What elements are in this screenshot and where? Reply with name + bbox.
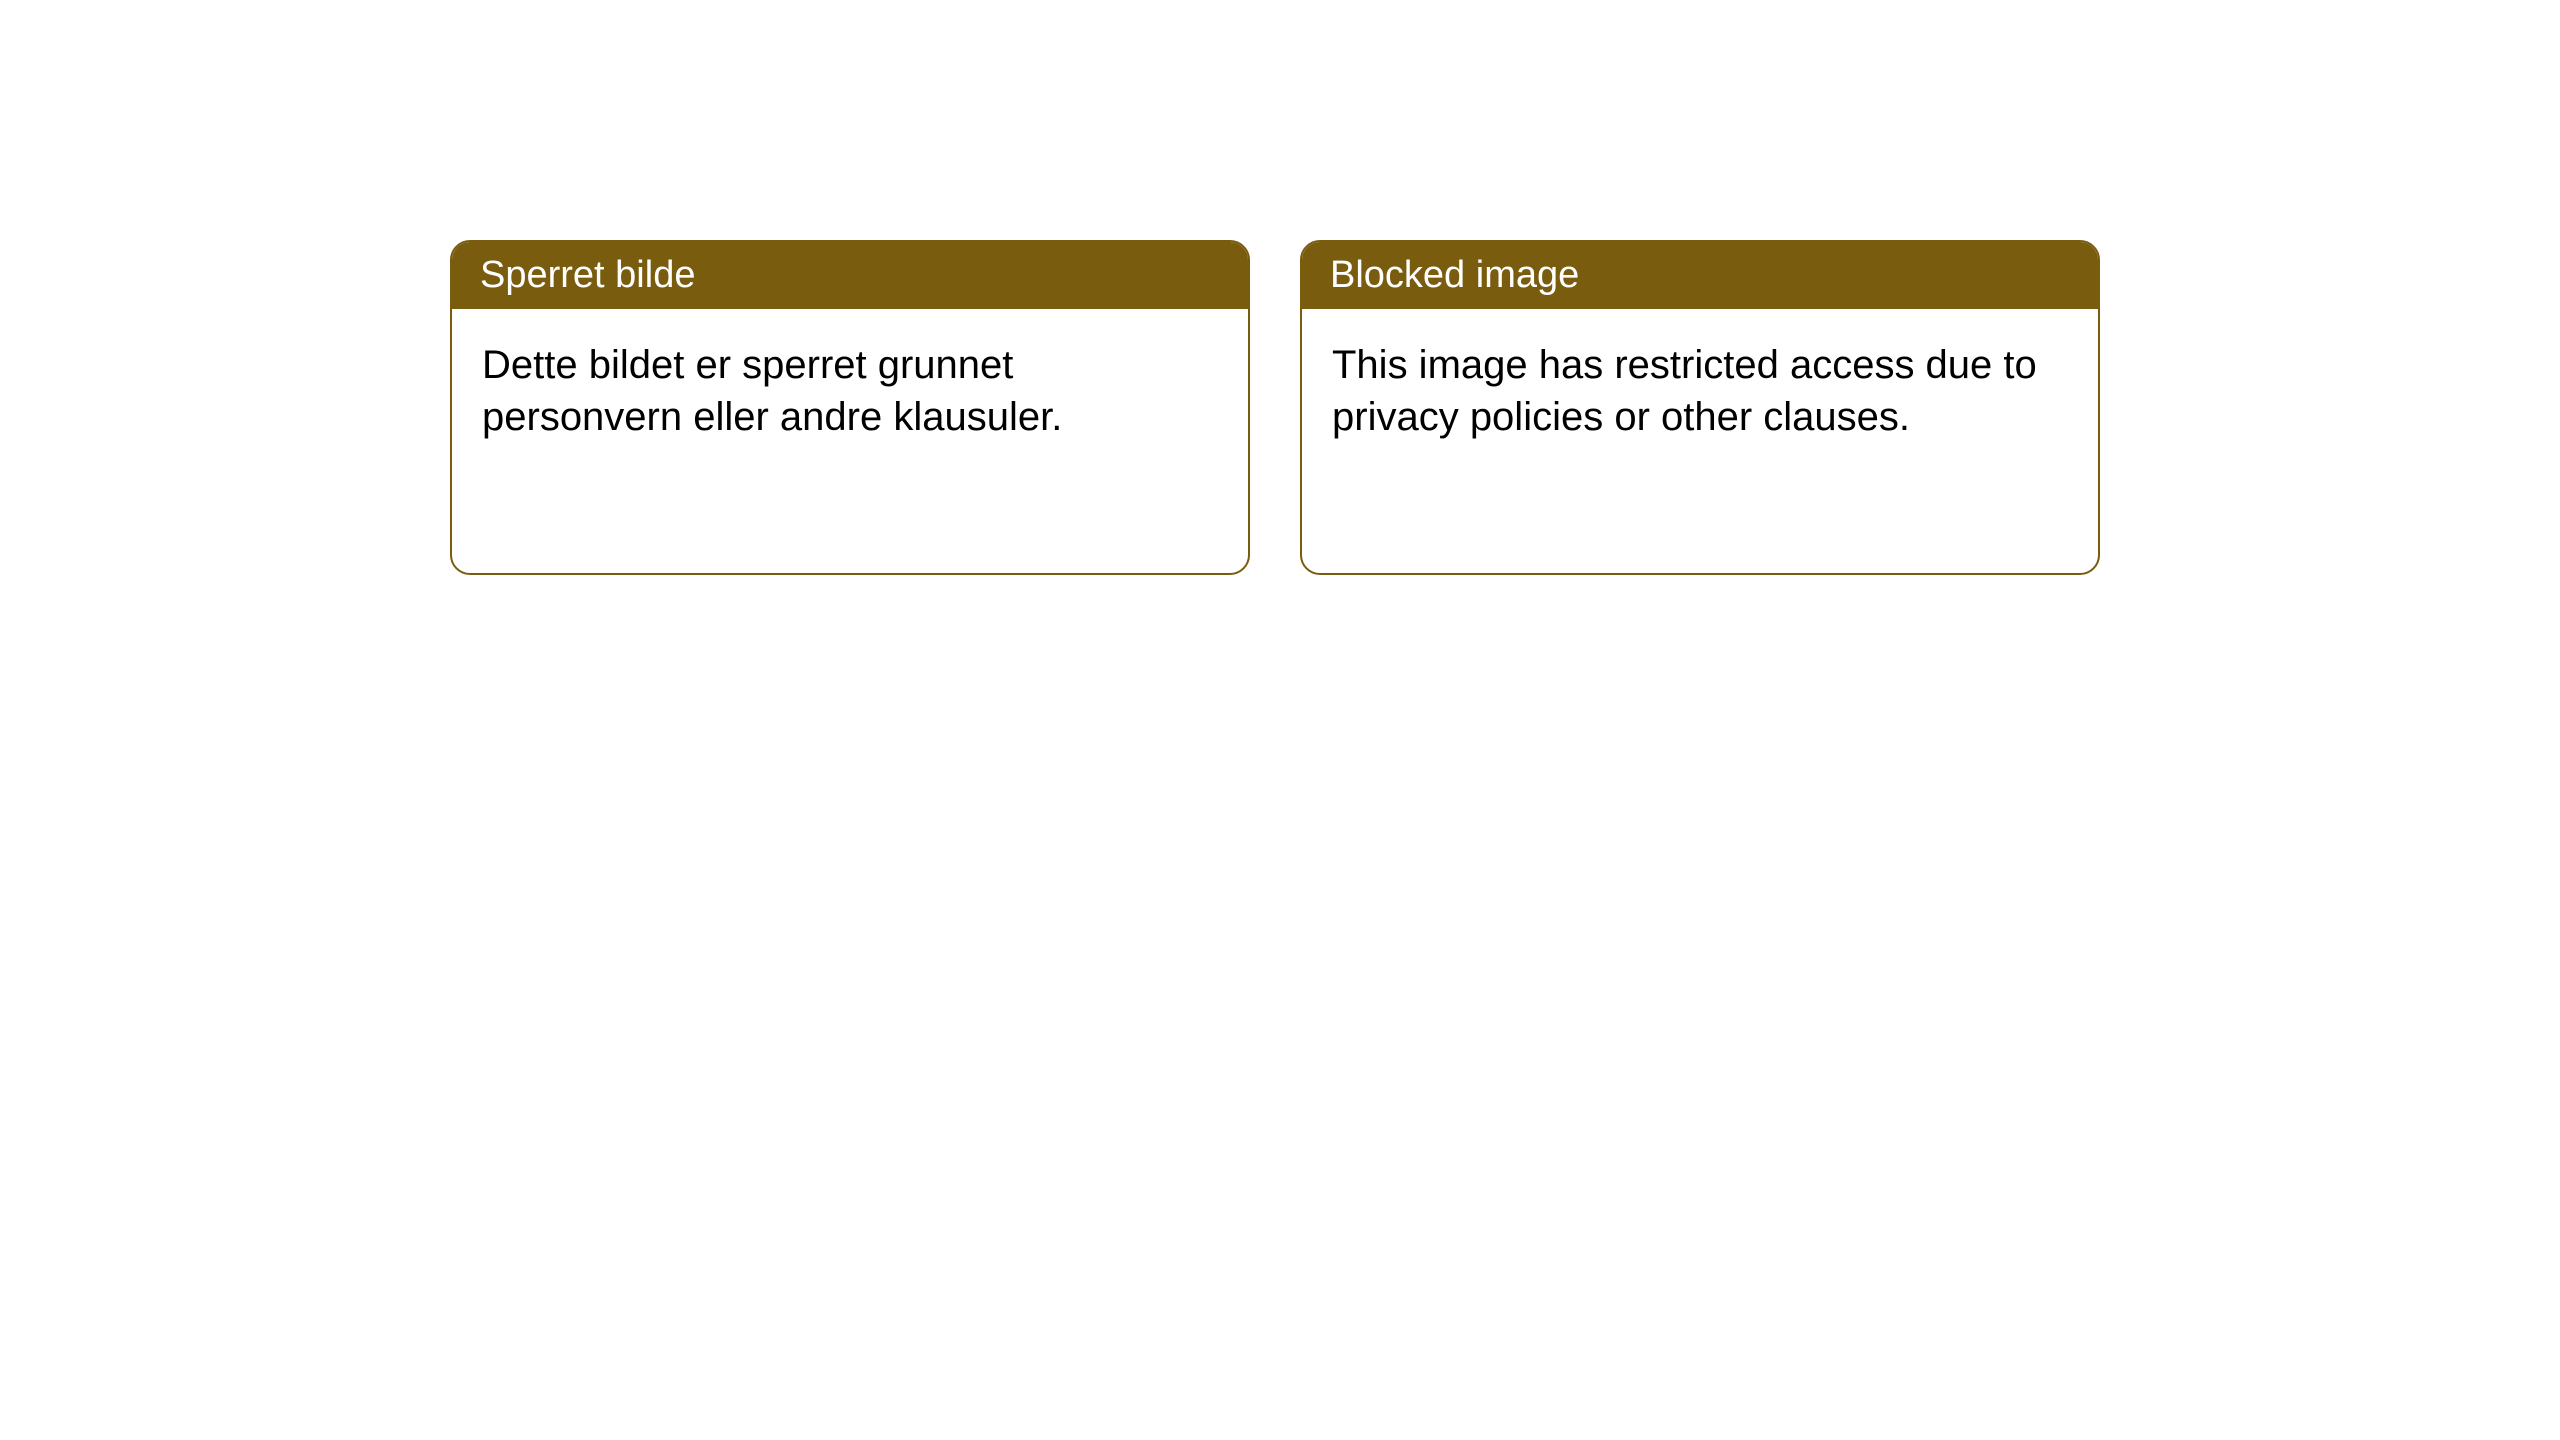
notice-message: This image has restricted access due to … <box>1332 343 2037 439</box>
notice-body: This image has restricted access due to … <box>1302 309 2098 473</box>
notice-title: Blocked image <box>1330 254 1579 296</box>
notice-title: Sperret bilde <box>480 254 695 296</box>
notice-container: Sperret bilde Dette bildet er sperret gr… <box>0 0 2560 575</box>
notice-body: Dette bildet er sperret grunnet personve… <box>452 309 1248 473</box>
notice-header: Blocked image <box>1302 242 2098 309</box>
notice-header: Sperret bilde <box>452 242 1248 309</box>
notice-card-norwegian: Sperret bilde Dette bildet er sperret gr… <box>450 240 1250 575</box>
notice-message: Dette bildet er sperret grunnet personve… <box>482 343 1062 439</box>
notice-card-english: Blocked image This image has restricted … <box>1300 240 2100 575</box>
